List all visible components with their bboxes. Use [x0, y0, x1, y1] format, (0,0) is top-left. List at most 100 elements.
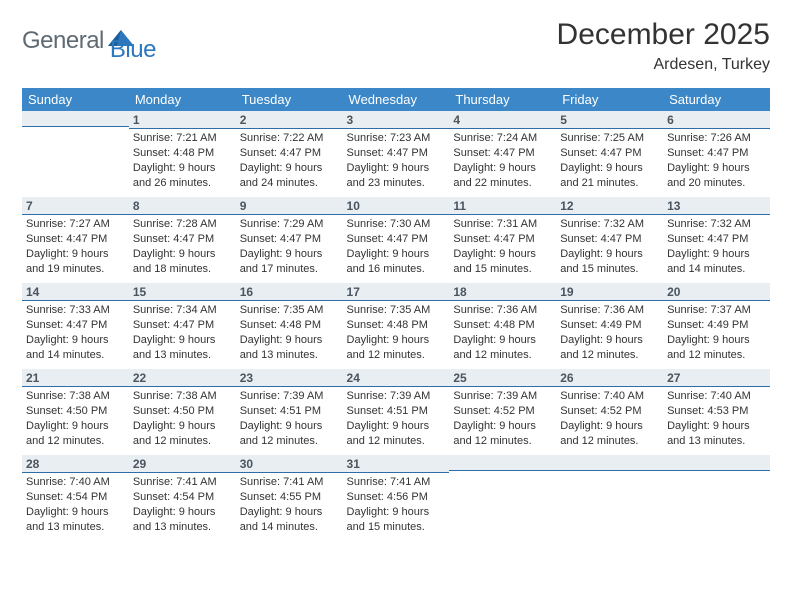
day-number: 21	[22, 369, 129, 387]
calendar-day-cell: 4Sunrise: 7:24 AMSunset: 4:47 PMDaylight…	[449, 111, 556, 197]
sunrise-text: Sunrise: 7:27 AM	[26, 217, 125, 232]
weekday-header: Wednesday	[343, 88, 450, 111]
day-number: 3	[343, 111, 450, 129]
sunset-text: Sunset: 4:47 PM	[453, 232, 552, 247]
sunset-text: Sunset: 4:54 PM	[26, 490, 125, 505]
daylight-text: Daylight: 9 hours and 14 minutes.	[26, 333, 125, 363]
daylight-text: Daylight: 9 hours and 18 minutes.	[133, 247, 232, 277]
daylight-text: Daylight: 9 hours and 17 minutes.	[240, 247, 339, 277]
sunrise-text: Sunrise: 7:25 AM	[560, 131, 659, 146]
calendar-week-row: 21 Sunrise: 7:38 AMSunset: 4:50 PMDayligh…	[22, 369, 770, 455]
day-number: 31	[343, 455, 450, 473]
sunrise-text: Sunrise: 7:40 AM	[667, 389, 766, 404]
day-number: 14	[22, 283, 129, 301]
sunrise-text: Sunrise: 7:41 AM	[347, 475, 446, 490]
sunrise-text: Sunrise: 7:32 AM	[667, 217, 766, 232]
daylight-text: Daylight: 9 hours and 14 minutes.	[240, 505, 339, 535]
day-number: 1	[129, 111, 236, 129]
daylight-text: Daylight: 9 hours and 13 minutes.	[667, 419, 766, 449]
weekday-header: Thursday	[449, 88, 556, 111]
sunrise-text: Sunrise: 7:34 AM	[133, 303, 232, 318]
logo-text-blue: Blue	[110, 18, 156, 64]
day-number: 22	[129, 369, 236, 387]
sunrise-text: Sunrise: 7:31 AM	[453, 217, 552, 232]
day-number: 5	[556, 111, 663, 129]
sunrise-text: Sunrise: 7:33 AM	[26, 303, 125, 318]
day-number: 8	[129, 197, 236, 215]
day-number: 26	[556, 369, 663, 387]
month-title: December 2025	[557, 18, 770, 52]
calendar-day-cell: 14 Sunrise: 7:33 AMSunset: 4:47 PMDayligh…	[22, 283, 129, 369]
calendar-day-cell: 30Sunrise: 7:41 AMSunset: 4:55 PMDayligh…	[236, 455, 343, 541]
sunrise-text: Sunrise: 7:41 AM	[133, 475, 232, 490]
day-info: Sunrise: 7:38 AMSunset: 4:50 PMDaylight:…	[26, 389, 125, 448]
daylight-text: Daylight: 9 hours and 15 minutes.	[560, 247, 659, 277]
calendar-day-cell: 29Sunrise: 7:41 AMSunset: 4:54 PMDayligh…	[129, 455, 236, 541]
day-number: 17	[343, 283, 450, 301]
day-info: Sunrise: 7:39 AMSunset: 4:52 PMDaylight:…	[453, 389, 552, 448]
day-number: 16	[236, 283, 343, 301]
weekday-header: Friday	[556, 88, 663, 111]
day-number	[556, 455, 663, 471]
sunset-text: Sunset: 4:47 PM	[560, 146, 659, 161]
day-number: 29	[129, 455, 236, 473]
day-number: 4	[449, 111, 556, 129]
day-info: Sunrise: 7:37 AMSunset: 4:49 PMDaylight:…	[667, 303, 766, 362]
calendar-day-cell: 25 Sunrise: 7:39 AMSunset: 4:52 PMDayligh…	[449, 369, 556, 455]
daylight-text: Daylight: 9 hours and 13 minutes.	[133, 333, 232, 363]
calendar-header-row: SundayMondayTuesdayWednesdayThursdayFrid…	[22, 88, 770, 111]
sunset-text: Sunset: 4:47 PM	[347, 146, 446, 161]
sunset-text: Sunset: 4:47 PM	[240, 232, 339, 247]
calendar-table: SundayMondayTuesdayWednesdayThursdayFrid…	[22, 88, 770, 541]
day-info: Sunrise: 7:33 AMSunset: 4:47 PMDaylight:…	[26, 303, 125, 362]
calendar-day-cell: 26 Sunrise: 7:40 AMSunset: 4:52 PMDayligh…	[556, 369, 663, 455]
day-number: 13	[663, 197, 770, 215]
sunset-text: Sunset: 4:48 PM	[347, 318, 446, 333]
sunset-text: Sunset: 4:47 PM	[560, 232, 659, 247]
calendar-week-row: 7Sunrise: 7:27 AMSunset: 4:47 PMDaylight…	[22, 197, 770, 283]
sunrise-text: Sunrise: 7:39 AM	[240, 389, 339, 404]
calendar-day-cell: 6Sunrise: 7:26 AMSunset: 4:47 PMDaylight…	[663, 111, 770, 197]
day-number: 24	[343, 369, 450, 387]
sunset-text: Sunset: 4:47 PM	[240, 146, 339, 161]
sunrise-text: Sunrise: 7:39 AM	[453, 389, 552, 404]
daylight-text: Daylight: 9 hours and 22 minutes.	[453, 161, 552, 191]
calendar-day-cell: 1Sunrise: 7:21 AMSunset: 4:48 PMDaylight…	[129, 111, 236, 197]
sunrise-text: Sunrise: 7:35 AM	[240, 303, 339, 318]
sunset-text: Sunset: 4:52 PM	[453, 404, 552, 419]
daylight-text: Daylight: 9 hours and 19 minutes.	[26, 247, 125, 277]
sunset-text: Sunset: 4:47 PM	[453, 146, 552, 161]
calendar-day-cell: 10Sunrise: 7:30 AMSunset: 4:47 PMDayligh…	[343, 197, 450, 283]
sunrise-text: Sunrise: 7:39 AM	[347, 389, 446, 404]
day-number: 9	[236, 197, 343, 215]
calendar-day-cell: 27Sunrise: 7:40 AMSunset: 4:53 PMDayligh…	[663, 369, 770, 455]
day-number: 7	[22, 197, 129, 215]
sunset-text: Sunset: 4:47 PM	[347, 232, 446, 247]
calendar-week-row: 28Sunrise: 7:40 AMSunset: 4:54 PMDayligh…	[22, 455, 770, 541]
day-number: 23	[236, 369, 343, 387]
daylight-text: Daylight: 9 hours and 12 minutes.	[560, 419, 659, 449]
day-info: Sunrise: 7:36 AMSunset: 4:49 PMDaylight:…	[560, 303, 659, 362]
day-info: Sunrise: 7:39 AMSunset: 4:51 PMDaylight:…	[347, 389, 446, 448]
calendar-day-cell: 3Sunrise: 7:23 AMSunset: 4:47 PMDaylight…	[343, 111, 450, 197]
sunrise-text: Sunrise: 7:36 AM	[560, 303, 659, 318]
calendar-day-cell: 28Sunrise: 7:40 AMSunset: 4:54 PMDayligh…	[22, 455, 129, 541]
daylight-text: Daylight: 9 hours and 12 minutes.	[240, 419, 339, 449]
daylight-text: Daylight: 9 hours and 12 minutes.	[133, 419, 232, 449]
day-info: Sunrise: 7:27 AMSunset: 4:47 PMDaylight:…	[26, 217, 125, 276]
day-info: Sunrise: 7:35 AMSunset: 4:48 PMDaylight:…	[347, 303, 446, 362]
day-info: Sunrise: 7:32 AMSunset: 4:47 PMDaylight:…	[560, 217, 659, 276]
day-info: Sunrise: 7:40 AMSunset: 4:52 PMDaylight:…	[560, 389, 659, 448]
sunset-text: Sunset: 4:47 PM	[133, 232, 232, 247]
day-info: Sunrise: 7:40 AMSunset: 4:54 PMDaylight:…	[26, 475, 125, 534]
sunset-text: Sunset: 4:51 PM	[240, 404, 339, 419]
sunset-text: Sunset: 4:55 PM	[240, 490, 339, 505]
sunrise-text: Sunrise: 7:38 AM	[26, 389, 125, 404]
day-number: 25	[449, 369, 556, 387]
calendar-day-cell: 31Sunrise: 7:41 AMSunset: 4:56 PMDayligh…	[343, 455, 450, 541]
calendar-day-cell: 16Sunrise: 7:35 AMSunset: 4:48 PMDayligh…	[236, 283, 343, 369]
sunrise-text: Sunrise: 7:32 AM	[560, 217, 659, 232]
weekday-header: Tuesday	[236, 88, 343, 111]
sunset-text: Sunset: 4:52 PM	[560, 404, 659, 419]
daylight-text: Daylight: 9 hours and 12 minutes.	[347, 419, 446, 449]
